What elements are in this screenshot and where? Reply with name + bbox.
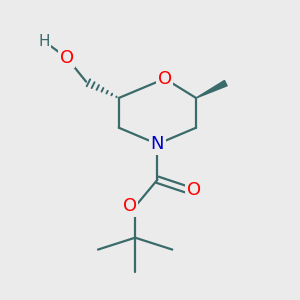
Text: O: O [123,197,137,215]
Polygon shape [196,80,227,98]
Text: O: O [60,49,74,67]
Text: O: O [158,70,172,88]
Text: N: N [151,135,164,153]
Text: H: H [39,34,50,49]
Text: O: O [187,181,201,199]
